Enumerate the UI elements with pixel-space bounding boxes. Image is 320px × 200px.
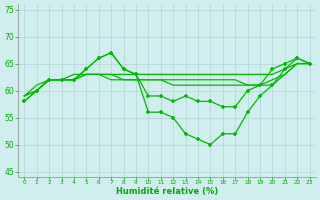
X-axis label: Humidité relative (%): Humidité relative (%) xyxy=(116,187,218,196)
